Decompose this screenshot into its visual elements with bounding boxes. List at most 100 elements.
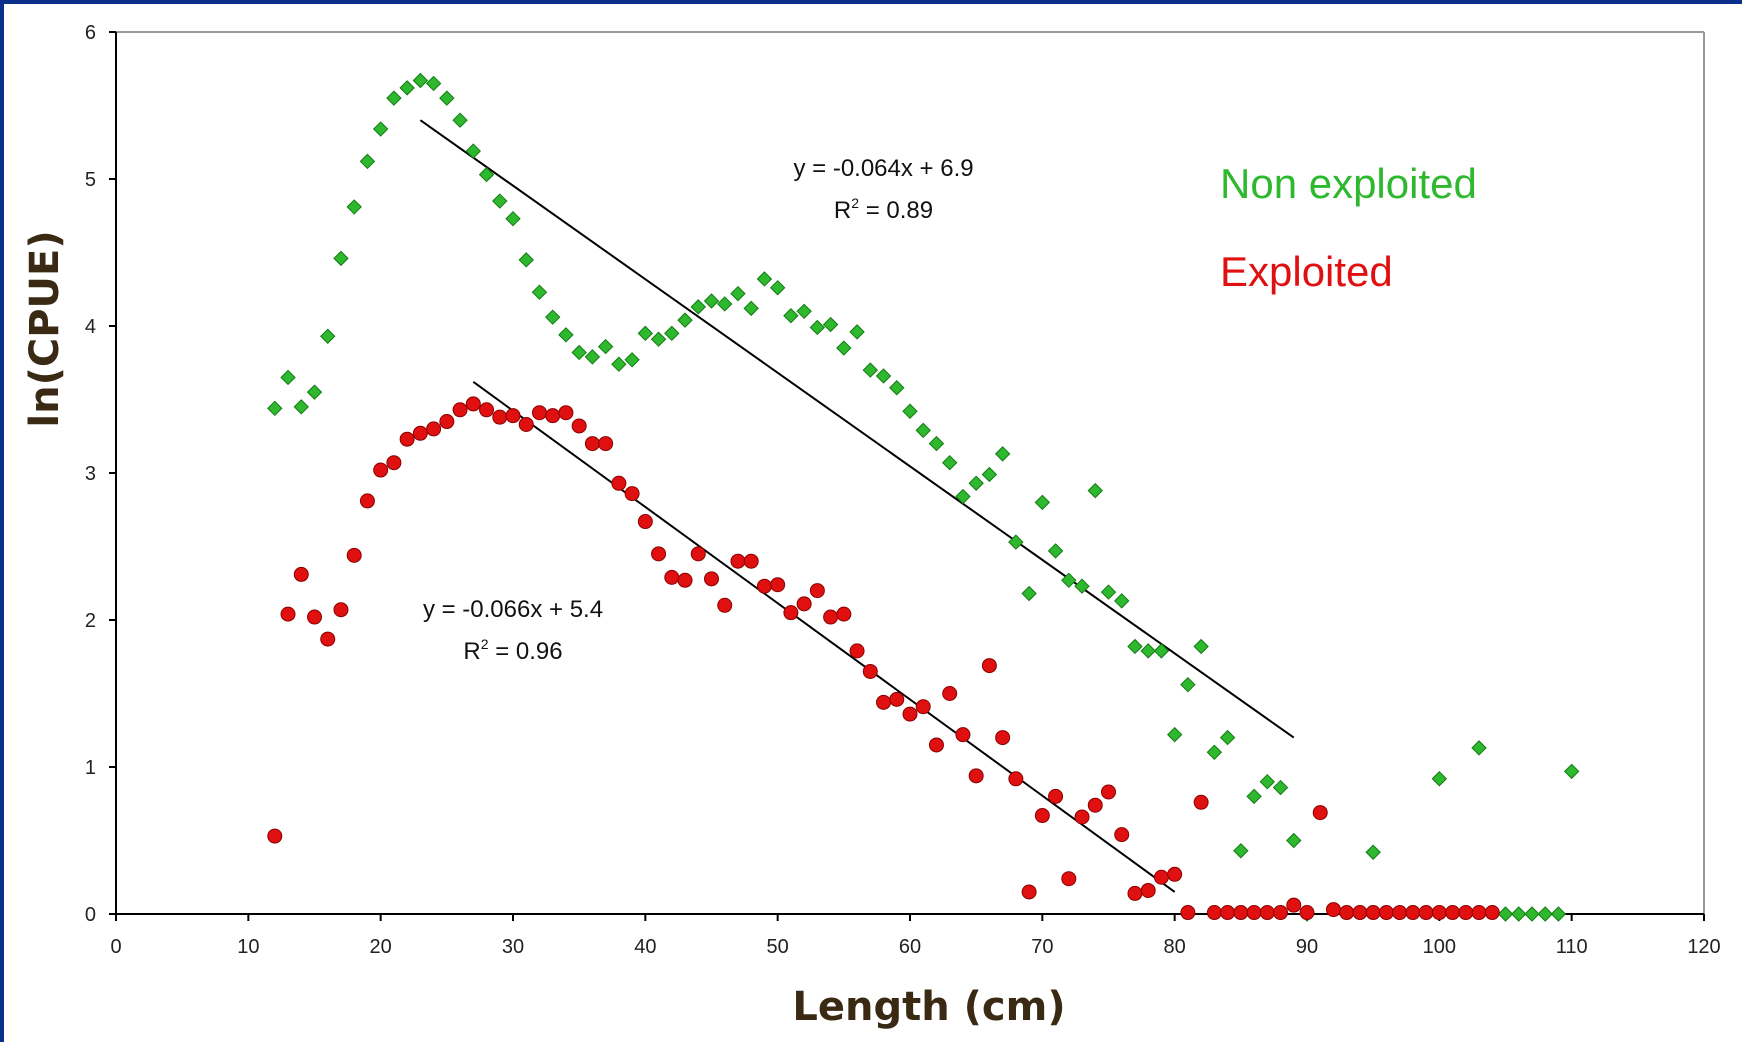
r-squared-label: R2 = 0.89 [834, 195, 933, 224]
data-point [769, 280, 786, 296]
data-point [1497, 906, 1514, 922]
data-point [1431, 771, 1448, 787]
data-point [1048, 788, 1064, 804]
data-point [955, 488, 971, 505]
data-point [478, 166, 495, 183]
data-point [1273, 905, 1289, 921]
data-point [637, 325, 654, 342]
data-point [743, 553, 759, 569]
data-point [770, 577, 786, 593]
data-point [1127, 638, 1143, 655]
scatter-chart: 0 10 20 30 40 50 60 70 80 90 100 110 120 0 1 2 3 4 5 6 y = … [22, 22, 1721, 1030]
data-point [1206, 905, 1222, 921]
data-point [624, 486, 640, 502]
data-point [1193, 638, 1209, 655]
data-point [1365, 905, 1381, 921]
data-point [1167, 866, 1183, 882]
data-point [1352, 905, 1368, 921]
data-point [1405, 905, 1421, 921]
data-point [452, 402, 468, 418]
data-point [1378, 905, 1394, 921]
data-point [1193, 794, 1209, 810]
data-point [875, 368, 892, 384]
data-point [1484, 905, 1500, 921]
data-point [664, 569, 680, 585]
data-point [849, 643, 865, 659]
data-point [796, 303, 812, 320]
data-point [346, 199, 362, 215]
data-point [1206, 744, 1223, 761]
data-point [1312, 805, 1328, 821]
data-point [492, 409, 508, 425]
data-point [1219, 729, 1236, 746]
data-point [426, 421, 442, 437]
data-point [717, 296, 733, 312]
data-point [307, 609, 322, 625]
x-tick-label: 20 [370, 936, 392, 958]
data-points [267, 72, 1580, 922]
data-point [571, 344, 587, 361]
data-point [730, 285, 746, 302]
data-point [677, 312, 693, 328]
data-point [439, 90, 455, 106]
y-tick-label: 0 [85, 904, 96, 926]
x-tick-label: 10 [237, 936, 259, 958]
data-point [1259, 905, 1275, 921]
data-point [280, 606, 296, 622]
x-tick-label: 110 [1556, 936, 1588, 958]
data-point [1233, 843, 1249, 859]
data-point [412, 72, 429, 89]
data-point [876, 694, 892, 710]
data-point [320, 631, 336, 647]
data-point [1180, 676, 1196, 693]
data-point [399, 431, 415, 447]
legend-item: Non exploited [1220, 160, 1477, 207]
data-point [1021, 585, 1037, 602]
data-point [703, 293, 720, 309]
data-point [1166, 726, 1183, 743]
data-point [373, 462, 389, 478]
x-tick-label: 0 [110, 936, 121, 958]
data-point [333, 602, 349, 618]
data-point [1563, 763, 1580, 780]
y-tick-label: 3 [85, 463, 96, 485]
data-point [981, 658, 997, 674]
data-point [981, 466, 998, 483]
data-point [902, 403, 918, 419]
data-point [1153, 869, 1169, 885]
data-point [1259, 773, 1276, 790]
data-point [1034, 494, 1051, 511]
y-tick-label: 2 [85, 610, 96, 632]
data-point [1431, 905, 1447, 921]
data-point [1087, 797, 1103, 813]
trendline [419, 119, 1295, 739]
data-point [267, 828, 283, 844]
data-point [1047, 543, 1064, 559]
trendlines [419, 119, 1295, 893]
data-point [1008, 771, 1024, 787]
data-point [690, 546, 706, 562]
data-point [306, 384, 323, 400]
data-point [941, 455, 958, 471]
x-tick-label: 30 [502, 936, 524, 958]
data-point [783, 605, 799, 621]
data-point [439, 414, 455, 430]
regression-equation: y = -0.064x + 6.9 [793, 155, 973, 182]
data-point [293, 566, 309, 582]
data-point [650, 331, 667, 347]
data-point [889, 380, 905, 396]
data-point [1365, 844, 1381, 860]
data-point [611, 475, 627, 491]
data-point [359, 153, 376, 170]
data-point [1180, 905, 1196, 921]
data-point [320, 328, 336, 344]
data-point [1471, 905, 1487, 921]
x-axis-title: Length (cm) [792, 984, 1065, 1030]
data-point [651, 546, 667, 562]
data-point [544, 309, 561, 325]
data-point [359, 493, 375, 509]
x-tick-label: 50 [767, 936, 789, 958]
data-point [505, 210, 521, 227]
data-point [809, 583, 825, 599]
axes: 0 10 20 30 40 50 60 70 80 90 100 110 120 0 1 2 3 4 5 6 [85, 22, 1721, 958]
